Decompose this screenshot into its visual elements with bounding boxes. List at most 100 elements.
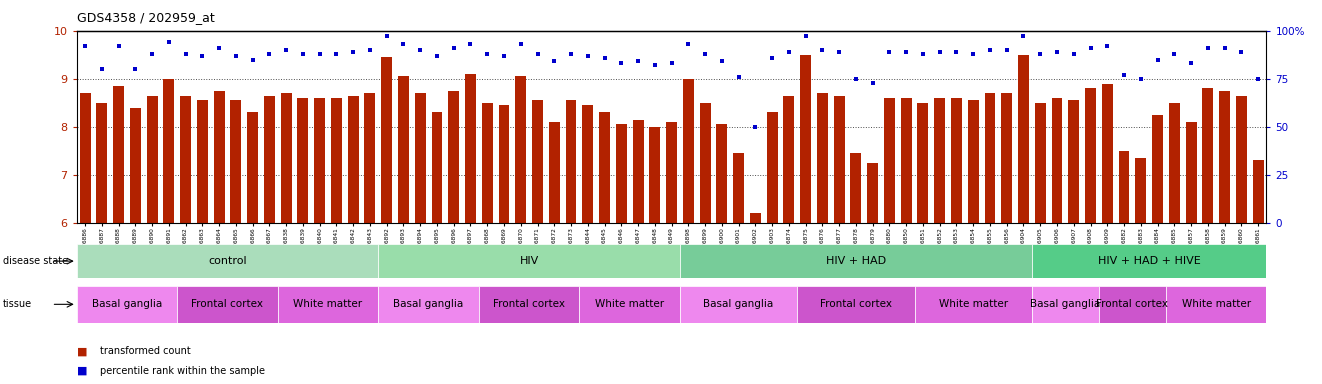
Bar xyxy=(448,91,459,223)
Point xyxy=(275,47,296,53)
Text: GDS4358 / 202959_at: GDS4358 / 202959_at xyxy=(77,12,214,25)
Point xyxy=(711,58,732,65)
Point xyxy=(694,51,715,57)
Point xyxy=(1248,76,1269,82)
Bar xyxy=(398,76,408,223)
Bar xyxy=(680,244,1032,278)
Bar xyxy=(348,96,358,223)
Text: Frontal cortex: Frontal cortex xyxy=(820,299,892,310)
Text: Basal ganglia: Basal ganglia xyxy=(703,299,773,310)
Bar xyxy=(1032,286,1099,323)
Point xyxy=(997,47,1018,53)
Bar xyxy=(666,122,677,223)
Text: White matter: White matter xyxy=(595,299,664,310)
Point xyxy=(728,74,750,80)
Bar xyxy=(599,112,609,223)
Point xyxy=(1147,56,1169,63)
Bar xyxy=(264,96,275,223)
Bar xyxy=(278,286,378,323)
Point xyxy=(1047,49,1068,55)
Bar xyxy=(549,122,559,223)
Bar xyxy=(900,98,912,223)
Point xyxy=(1113,72,1134,78)
Bar xyxy=(1166,286,1266,323)
Text: control: control xyxy=(208,256,247,266)
Point xyxy=(124,66,145,72)
Bar xyxy=(1136,158,1146,223)
Bar xyxy=(683,79,694,223)
Bar xyxy=(616,124,627,223)
Point xyxy=(510,41,531,47)
Bar xyxy=(97,103,107,223)
Bar xyxy=(915,286,1032,323)
Bar xyxy=(1068,100,1079,223)
Bar xyxy=(1236,96,1247,223)
Point xyxy=(141,51,163,57)
Point xyxy=(895,49,916,55)
Bar xyxy=(1099,286,1166,323)
Bar xyxy=(214,91,225,223)
Bar xyxy=(566,100,576,223)
Text: percentile rank within the sample: percentile rank within the sample xyxy=(100,366,266,376)
Bar xyxy=(431,112,443,223)
Bar xyxy=(415,93,426,223)
Bar xyxy=(114,86,124,223)
Bar xyxy=(935,98,945,223)
Point xyxy=(578,53,599,59)
Point xyxy=(845,76,866,82)
Bar xyxy=(365,93,375,223)
Bar xyxy=(230,100,242,223)
Text: Basal ganglia: Basal ganglia xyxy=(1030,299,1100,310)
Bar xyxy=(481,103,493,223)
Text: HIV: HIV xyxy=(520,256,539,266)
Text: HIV + HAD + HIVE: HIV + HAD + HIVE xyxy=(1097,256,1200,266)
Point xyxy=(829,49,850,55)
Bar xyxy=(717,124,727,223)
Point xyxy=(594,55,615,61)
Text: White matter: White matter xyxy=(293,299,362,310)
Bar xyxy=(817,93,828,223)
Bar xyxy=(884,98,895,223)
Point xyxy=(644,62,665,68)
Bar xyxy=(378,244,680,278)
Text: HIV + HAD: HIV + HAD xyxy=(826,256,886,266)
Bar xyxy=(1169,103,1179,223)
Point xyxy=(1097,43,1118,49)
Bar xyxy=(297,98,308,223)
Bar xyxy=(381,57,393,223)
Bar xyxy=(1151,115,1163,223)
Bar xyxy=(465,74,476,223)
Point xyxy=(309,51,330,57)
Point xyxy=(225,53,246,59)
Bar xyxy=(177,286,278,323)
Bar xyxy=(699,103,710,223)
Point xyxy=(543,58,564,65)
Point xyxy=(761,55,783,61)
Point xyxy=(1030,51,1051,57)
Bar xyxy=(1001,93,1013,223)
Point xyxy=(192,53,213,59)
Point xyxy=(561,51,582,57)
Point xyxy=(1080,45,1101,51)
Text: Basal ganglia: Basal ganglia xyxy=(91,299,163,310)
Bar xyxy=(280,93,292,223)
Bar xyxy=(1203,88,1214,223)
Bar xyxy=(330,98,342,223)
Point xyxy=(175,51,196,57)
Bar xyxy=(951,98,962,223)
Point xyxy=(259,51,280,57)
Point xyxy=(443,45,464,51)
Point xyxy=(527,51,549,57)
Bar xyxy=(797,286,915,323)
Bar xyxy=(917,103,928,223)
Bar xyxy=(1253,161,1264,223)
Text: Frontal cortex: Frontal cortex xyxy=(493,299,564,310)
Point xyxy=(108,43,130,49)
Point xyxy=(91,66,112,72)
Text: tissue: tissue xyxy=(3,299,32,310)
Bar xyxy=(531,100,543,223)
Bar xyxy=(247,112,258,223)
Bar xyxy=(784,96,795,223)
Point xyxy=(325,51,346,57)
Bar xyxy=(800,55,812,223)
